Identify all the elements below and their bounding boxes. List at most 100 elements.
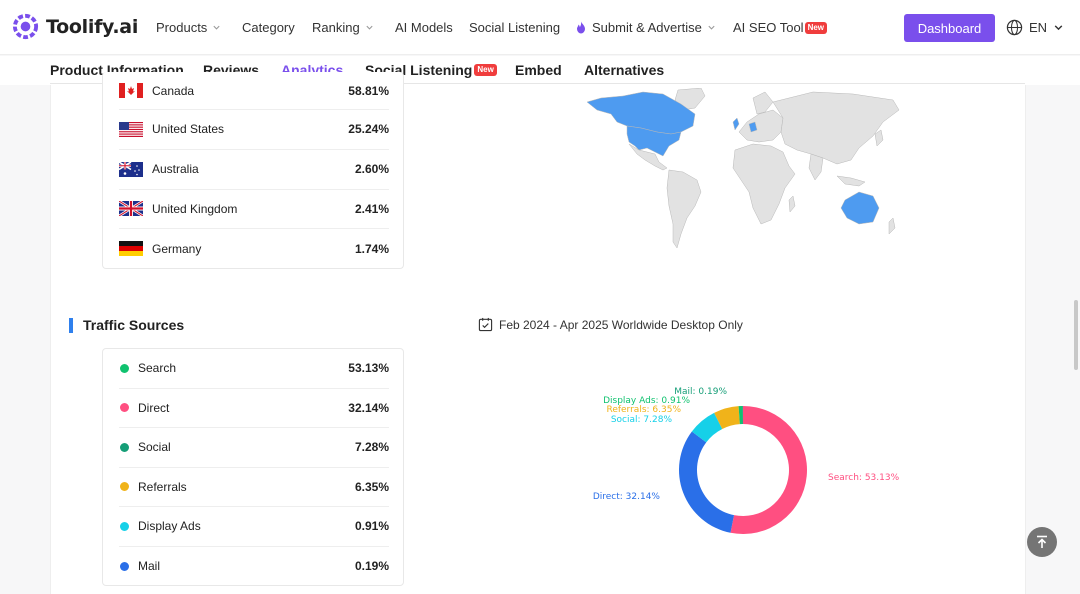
traffic-source-row: Display Ads 0.91% [119,507,389,547]
scroll-to-top-button[interactable] [1027,527,1057,557]
language-selector[interactable]: EN [1006,19,1064,36]
tabs-divider [50,83,1025,84]
usa-flag-icon [119,121,143,137]
donut-slice-social[interactable] [691,412,723,443]
nav-social-listening[interactable]: Social Listening [469,20,560,35]
country-name: Australia [152,162,199,177]
section-accent-bar [69,317,73,333]
nav-products-label: Products [156,20,208,35]
source-name: Display Ads [138,519,201,534]
source-name: Search [138,361,177,376]
source-name: Referrals [138,479,187,494]
source-percent: 6.35% [354,479,389,494]
date-range: Feb 2024 - Apr 2025 Worldwide Desktop On… [478,317,743,332]
donut-slice-mail[interactable] [742,406,743,425]
nav-submit-advertise[interactable]: Submit & Advertise [575,20,716,35]
scandinavia-shape [752,91,774,115]
country-list-card: Canada 58.81% United States 25.24% Austr… [102,72,404,269]
uk-flag-icon [119,201,143,217]
traffic-source-row: Referrals 6.35% [119,468,389,507]
traffic-sources-title: Traffic Sources [69,317,184,333]
country-percent: 2.60% [354,162,389,177]
asia-shape [772,91,900,165]
top-nav: Toolify.ai Products Category Ranking AI … [0,0,1080,55]
logo-icon [12,13,39,40]
indonesia-shape [836,175,866,187]
arrow-up-to-top-icon [1037,535,1047,548]
source-color-dot [120,521,129,531]
traffic-source-row: Search 53.13% [119,349,389,389]
europe-shape [738,109,784,143]
source-color-dot [120,403,129,413]
nav-submit-advertise-label: Submit & Advertise [592,20,702,35]
australia-flag-icon [119,161,143,177]
traffic-sources-heading: Traffic Sources [83,317,185,333]
country-name: Canada [152,83,195,98]
india-shape [808,153,824,181]
uk-shape [732,117,740,131]
source-color-dot [120,363,129,373]
source-percent: 0.19% [354,559,389,574]
chevron-down-icon [708,25,715,30]
logo[interactable]: Toolify.ai [11,12,138,41]
chevron-down-icon [213,25,220,30]
country-name: Germany [152,241,202,256]
new-badge: New [804,21,828,34]
dashboard-button[interactable]: Dashboard [904,14,995,42]
donut-slice-referrals[interactable] [714,406,740,429]
country-name: United States [152,122,225,137]
africa-shape [732,143,796,225]
country-row: Canada 58.81% [119,72,389,110]
new-badge: New [474,64,497,76]
south-america-shape [666,169,702,249]
tab-alternatives[interactable]: Alternatives [584,62,665,78]
canada-flag-icon [119,83,143,98]
nav-ai-models[interactable]: AI Models [395,20,453,35]
source-percent: 53.13% [348,361,389,376]
source-percent: 7.28% [354,440,389,455]
country-row: Australia 2.60% [119,150,389,190]
country-percent: 1.74% [354,241,389,256]
logo-text: Toolify.ai [46,15,139,38]
nav-category-label: Category [242,20,295,35]
nav-category[interactable]: Category [242,20,295,35]
language-label: EN [1029,20,1048,35]
globe-icon [1006,19,1023,36]
source-name: Mail [138,559,161,574]
nav-social-listening-label: Social Listening [469,20,561,35]
world-map [586,88,900,249]
donut-label-search: Search: 53.13% [828,473,900,483]
usa-shape [626,125,682,157]
chevron-down-icon [1054,25,1063,31]
source-name: Direct [138,400,170,415]
country-percent: 2.41% [354,201,389,216]
japan-shape [874,129,884,147]
source-name: Social [138,440,171,455]
donut-slice-direct[interactable] [679,431,735,533]
nav-ai-models-label: AI Models [395,20,453,35]
greenland-shape [674,88,706,111]
australia-shape [840,191,880,225]
donut-label-direct: Direct: 32.14% [593,492,661,502]
nav-products[interactable]: Products [156,20,221,35]
source-percent: 32.14% [348,400,389,415]
donut-slice-display-ads[interactable] [738,406,743,425]
tab-embed[interactable]: Embed [515,62,562,78]
source-color-dot [120,442,129,452]
traffic-source-row: Direct 32.14% [119,389,389,428]
source-percent: 0.91% [354,519,389,534]
donut-label-display-ads: Display Ads: 0.91% [603,396,690,406]
donut-label-mail: Mail: 0.19% [674,387,727,397]
source-color-dot [120,482,129,492]
traffic-source-row: Mail 0.19% [119,547,389,587]
donut-label-social: Social: 7.28% [611,415,673,425]
germany-shape [748,121,758,133]
donut-slice-search[interactable] [730,406,807,534]
country-percent: 25.24% [348,122,389,137]
nav-ranking[interactable]: Ranking [312,20,374,35]
nav-ai-seo-tool[interactable]: AI SEO Tool New [733,20,828,35]
traffic-source-row: Social 7.28% [119,428,389,468]
traffic-sources-card: Search 53.13% Direct 32.14% Social 7.28%… [102,348,404,586]
source-color-dot [120,561,129,571]
page-scrollbar-thumb[interactable] [1074,300,1078,370]
